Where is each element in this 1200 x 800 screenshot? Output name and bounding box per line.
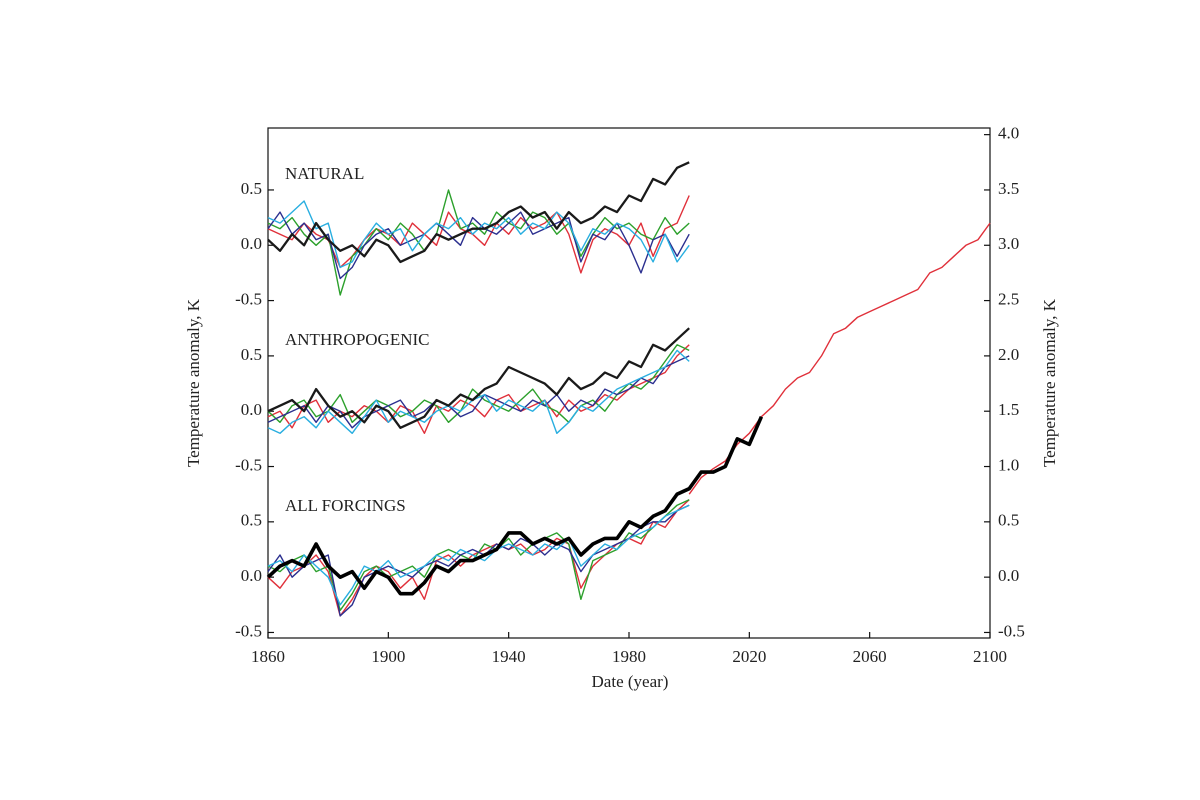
y2-tick-label: 4.0 <box>998 124 1019 143</box>
panel-label: NATURAL <box>285 164 364 183</box>
x-tick-label: 2100 <box>973 647 1007 666</box>
y-tick-label: 0.0 <box>241 234 262 253</box>
y-tick-label: 0.5 <box>241 511 262 530</box>
y2-tick-label: 2.0 <box>998 345 1019 364</box>
y2-tick-label: 1.5 <box>998 400 1019 419</box>
y-axis-label: Temperature anomaly, K <box>184 298 203 467</box>
x-tick-label: 1940 <box>492 647 526 666</box>
x-tick-label: 1860 <box>251 647 285 666</box>
series-line <box>267 211 690 280</box>
x-axis-label: Date (year) <box>592 672 669 691</box>
panel-label: ANTHROPOGENIC <box>285 330 430 349</box>
y-tick-label: -0.5 <box>235 289 262 308</box>
y2-tick-label: 3.5 <box>998 179 1019 198</box>
y-tick-label: 0.5 <box>241 345 262 364</box>
y-tick-label: -0.5 <box>235 455 262 474</box>
y-tick-label: 0.0 <box>241 400 262 419</box>
y2-axis-label: Temperature anomaly, K <box>1040 298 1059 467</box>
y-tick-label: 0.5 <box>241 179 262 198</box>
x-tick-label: 1900 <box>371 647 405 666</box>
series-line <box>267 200 690 269</box>
series-line <box>267 499 690 611</box>
series-line <box>688 222 991 495</box>
x-tick-label: 2020 <box>732 647 766 666</box>
x-tick-label: 2060 <box>853 647 887 666</box>
series-line <box>267 327 690 429</box>
panel-label: ALL FORCINGS <box>285 496 406 515</box>
series-line <box>267 195 690 274</box>
series-line <box>267 161 690 264</box>
y2-tick-label: 1.0 <box>998 455 1019 474</box>
y2-tick-label: 0.5 <box>998 511 1019 530</box>
y2-tick-label: 2.5 <box>998 289 1019 308</box>
series-line <box>267 344 690 434</box>
y2-tick-label: -0.5 <box>998 621 1025 640</box>
x-tick-label: 1980 <box>612 647 646 666</box>
y-tick-label: -0.5 <box>235 621 262 640</box>
series-line <box>266 415 764 596</box>
series-line <box>267 504 690 606</box>
y-tick-label: 0.0 <box>241 566 262 585</box>
y2-tick-label: 3.0 <box>998 234 1019 253</box>
series-line <box>267 504 690 617</box>
series-line <box>267 355 690 429</box>
series-line <box>267 349 690 434</box>
y2-tick-label: 0.0 <box>998 566 1019 585</box>
